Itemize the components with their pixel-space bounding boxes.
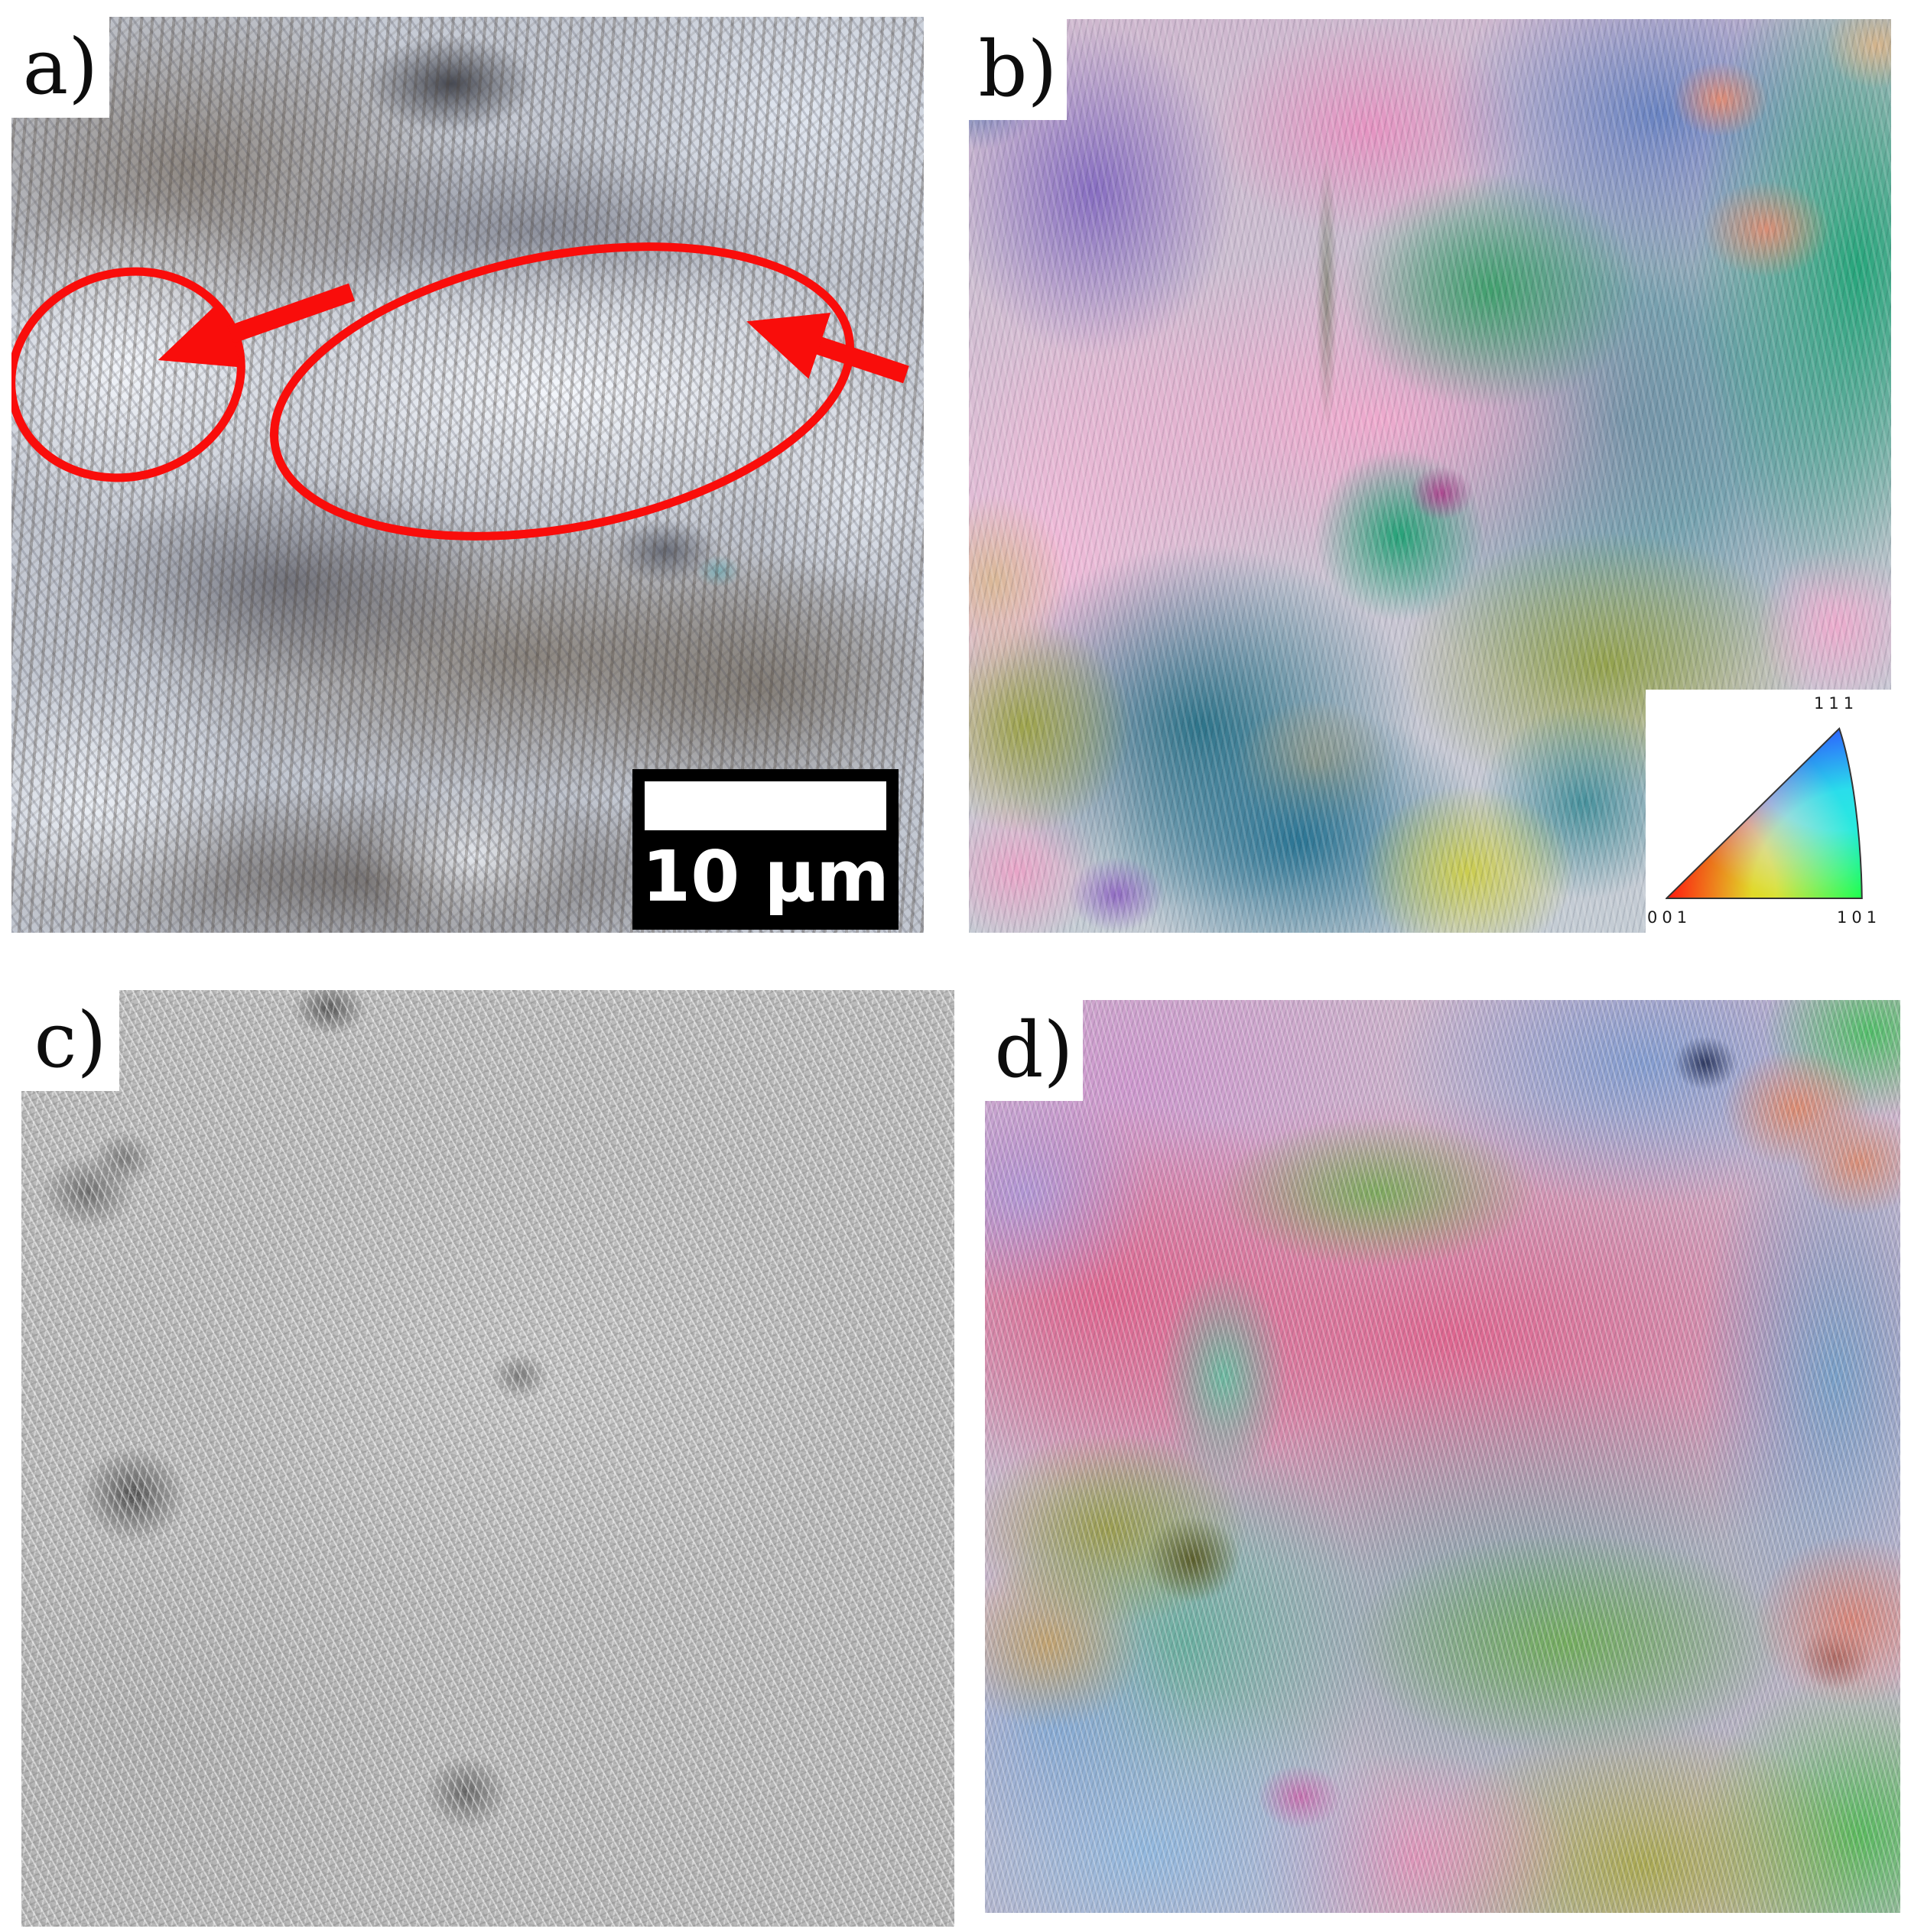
panel-d-ipf-sem-overlay: d): [985, 1000, 1900, 1913]
ipf-triangle-outline: [1666, 727, 1863, 900]
ipf-key-label-101: 101: [1837, 908, 1882, 927]
ipf-key-label-111: 111: [1814, 694, 1859, 713]
panel-label-a: a): [22, 22, 99, 112]
ipf-overlay-texture: [985, 1000, 1900, 1913]
annotation-arrow-right: [746, 313, 909, 384]
annotation-arrow-left: [158, 283, 355, 368]
ipf-key-triangle: [1666, 727, 1863, 900]
panel-label-b: b): [978, 24, 1058, 114]
panel-a-annotations: [11, 242, 909, 541]
ipf-key-label-001: 001: [1647, 908, 1692, 927]
panel-label-box-c: c): [21, 990, 119, 1091]
panel-b-ipf-map: b) 111: [969, 19, 1911, 938]
highlight-ellipse-large: [269, 242, 855, 541]
scale-bar-line: [645, 781, 886, 830]
ipf-color-key: 111: [1646, 690, 1911, 938]
sem-micrograph-texture: [21, 990, 954, 1927]
panel-label-box-a: a): [11, 17, 109, 118]
scale-bar-label: 10 μm: [642, 836, 889, 917]
highlight-ellipse-small: [11, 267, 245, 482]
panel-label-box-b: b): [969, 19, 1067, 120]
scale-bar: 10 μm: [632, 769, 899, 930]
panel-c-sem-micrograph: c): [21, 990, 954, 1927]
panel-a-optical-micrograph: a) 10 μm: [11, 17, 924, 933]
panel-label-d: d): [994, 1005, 1074, 1095]
panel-label-box-d: d): [985, 1000, 1083, 1101]
panel-label-c: c): [34, 995, 107, 1085]
ipf-triangle-fill: [1666, 728, 1862, 899]
